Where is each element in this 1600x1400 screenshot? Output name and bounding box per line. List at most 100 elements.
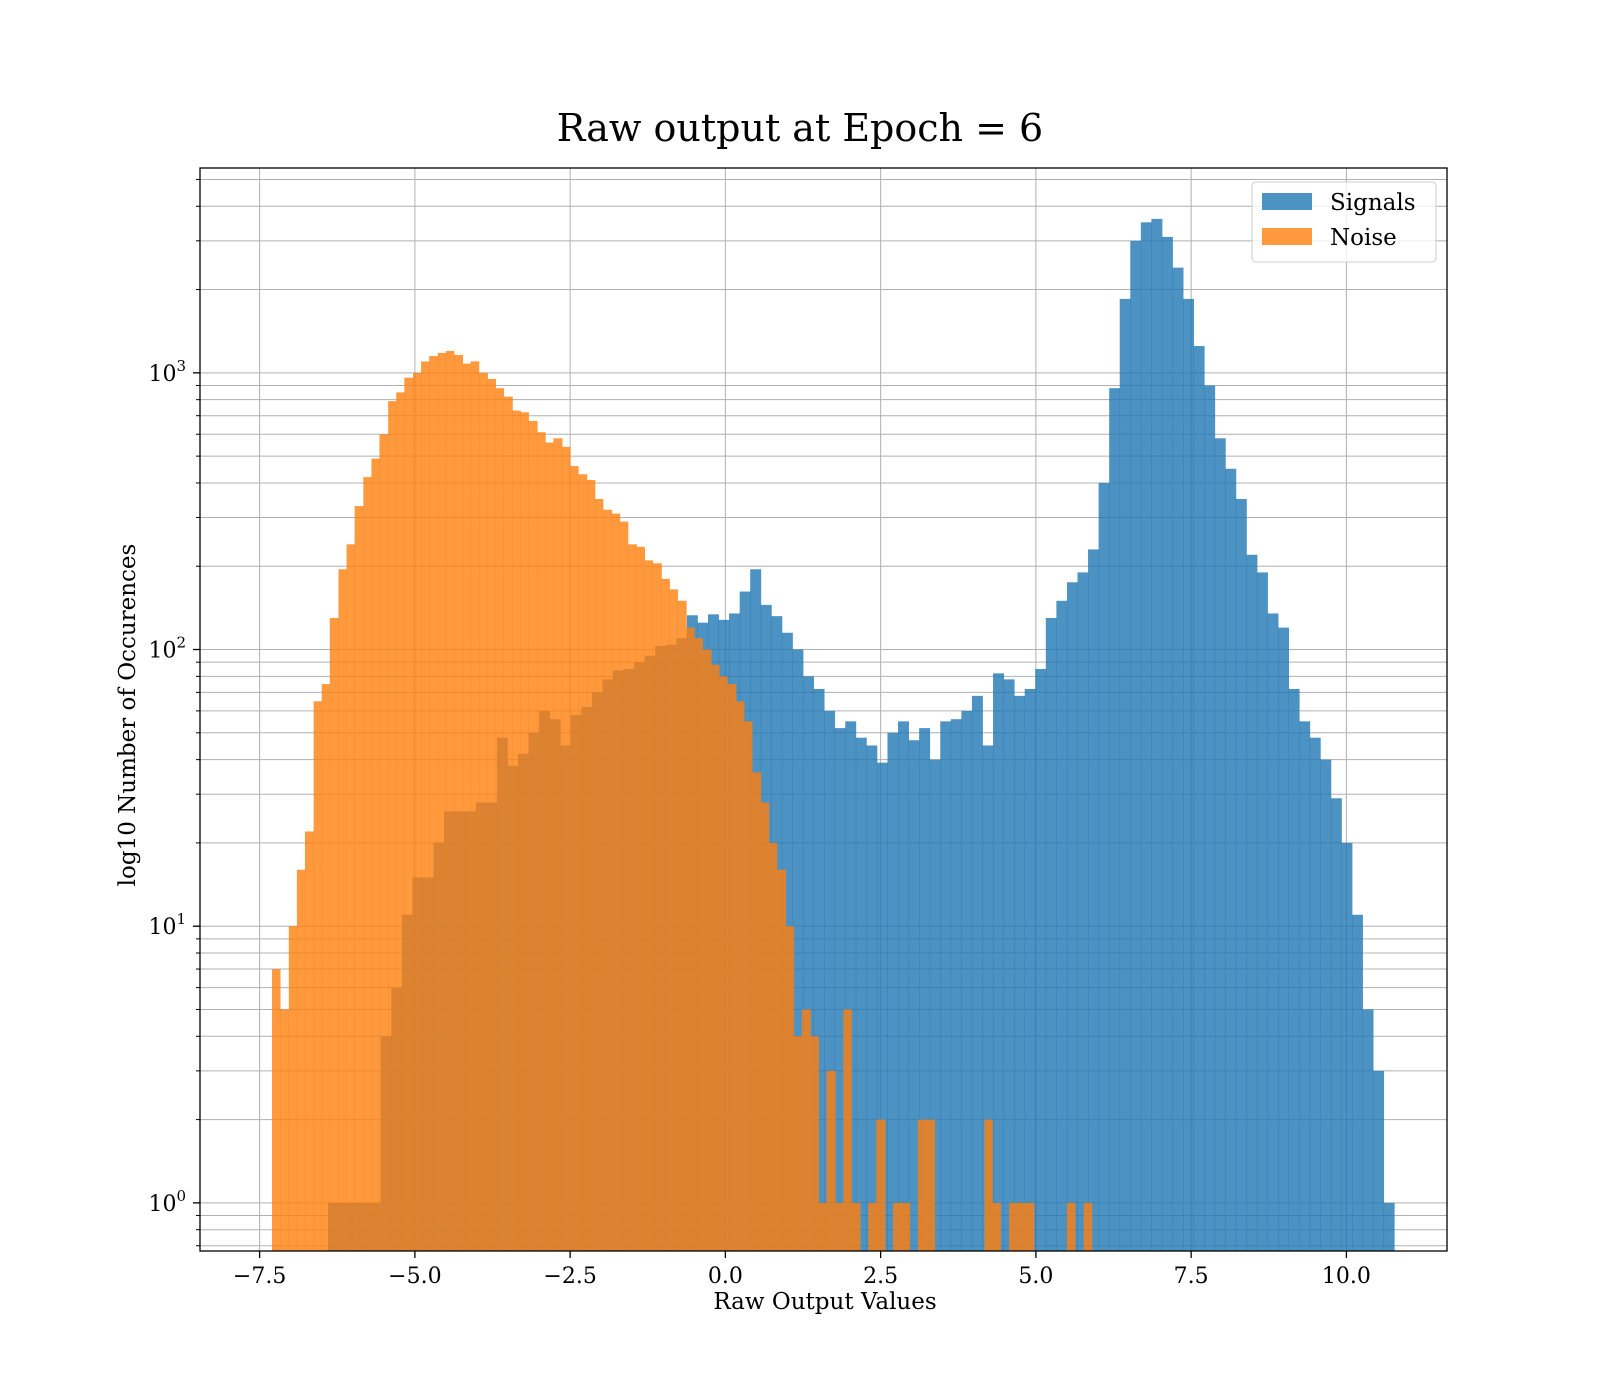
histogram-bar-noise: [901, 1202, 911, 1251]
x-tick-label: 5.0: [1018, 1264, 1053, 1289]
x-tick-label: −5.0: [388, 1264, 441, 1289]
histogram-bar-noise: [495, 388, 505, 1252]
histogram-bar-noise: [553, 438, 563, 1251]
histogram-bar-noise: [520, 412, 529, 1251]
histogram-bar-noise: [437, 352, 447, 1251]
histogram-bar-noise: [304, 831, 315, 1251]
histogram-bar-noise: [744, 721, 753, 1251]
histogram-bar-signals: [1066, 582, 1078, 1251]
histogram-bar-signals: [1035, 669, 1047, 1251]
legend-swatch-noise: [1262, 228, 1312, 245]
histogram-bar-signals: [1373, 1070, 1385, 1251]
histogram-bar-noise: [586, 479, 596, 1251]
histogram-bar-signals: [1088, 549, 1100, 1251]
histogram-bar-noise: [627, 544, 637, 1251]
histogram-bar-signals: [1140, 222, 1152, 1251]
histogram-bar-signals: [1151, 218, 1163, 1251]
x-axis-ticks: −7.5 −5.0 −2.5 0.0 2.5 5.0 7.5 10.0: [233, 1251, 1371, 1289]
histogram-bar-noise: [404, 377, 414, 1251]
histogram-bar-noise: [421, 361, 430, 1251]
histogram-bar-signals: [824, 710, 836, 1251]
histogram-bar-signals: [1383, 1202, 1395, 1251]
histogram-bar-noise: [644, 560, 654, 1251]
histogram-bar-signals: [1299, 721, 1311, 1251]
histogram-bar-signals: [1246, 554, 1258, 1251]
histogram-bar-signals: [813, 688, 825, 1251]
histogram-bar-noise: [396, 392, 405, 1251]
histogram-bar-noise: [537, 432, 546, 1252]
histogram-bar-signals: [1278, 627, 1290, 1251]
histogram-bar-noise: [478, 372, 488, 1252]
histogram-bar-signals: [929, 759, 941, 1251]
histogram-bar-noise: [776, 869, 787, 1251]
histogram-bar-signals: [887, 732, 899, 1251]
histogram-bar-signals: [1183, 298, 1195, 1251]
histogram-bar-noise: [528, 420, 538, 1251]
histogram-bar-noise: [470, 361, 480, 1251]
histogram-bar-signals: [1098, 482, 1110, 1251]
histogram-bar-noise: [379, 434, 389, 1251]
y-tick-label: 102: [148, 634, 186, 664]
histogram-bar-noise: [578, 474, 588, 1251]
histogram-bar-noise: [801, 1009, 811, 1251]
histogram-bar-noise: [661, 578, 670, 1251]
histogram-bar-signals: [1351, 914, 1363, 1251]
histogram-bar-noise: [793, 1036, 803, 1251]
histogram-bar-noise: [313, 701, 323, 1251]
histogram-bar-noise: [752, 772, 762, 1251]
histogram-bar-noise: [652, 563, 662, 1251]
histogram-bar-noise: [487, 379, 497, 1251]
histogram-bar-noise: [272, 969, 281, 1251]
histogram-bar-noise: [984, 1119, 993, 1251]
histogram-bar-noise: [329, 617, 339, 1251]
histogram-bar-signals: [1056, 600, 1068, 1251]
histogram-bar-signals: [908, 740, 920, 1251]
histogram-bar-signals: [940, 721, 952, 1251]
histogram-bar-noise: [826, 1070, 836, 1251]
histogram-bar-noise: [1009, 1202, 1018, 1251]
histogram-bar-noise: [677, 600, 687, 1251]
histogram-bar-noise: [686, 627, 695, 1251]
histogram-bar-noise: [445, 350, 455, 1251]
histogram-bar-noise: [711, 664, 720, 1251]
histogram-bar-signals: [1330, 798, 1342, 1251]
histogram-bar-noise: [545, 442, 554, 1252]
histogram-bar-noise: [1083, 1202, 1093, 1251]
histogram-bar-noise: [727, 684, 737, 1251]
histogram-bar-noise: [917, 1119, 927, 1251]
histogram-bar-noise: [462, 363, 472, 1251]
histogram-bar-signals: [855, 737, 867, 1251]
histogram-bar-noise: [512, 410, 521, 1252]
histogram-bar-signals: [1362, 1009, 1374, 1251]
x-tick-label: 2.5: [863, 1264, 898, 1289]
x-tick-label: 10.0: [1322, 1264, 1371, 1289]
y-tick-label: 100: [148, 1187, 186, 1217]
histogram-bar-noise: [429, 356, 439, 1251]
histogram-bar-signals: [1288, 688, 1300, 1251]
histogram-bar-signals: [1130, 240, 1142, 1251]
histogram-bar-signals: [898, 721, 909, 1251]
histogram-bar-noise: [735, 701, 745, 1251]
histogram-bar-noise: [719, 676, 728, 1251]
histogram-bar-signals: [1119, 298, 1131, 1251]
histogram-bar-signals: [993, 673, 1004, 1251]
histogram-bar-signals: [1003, 679, 1015, 1251]
histogram-bar-signals: [982, 745, 994, 1251]
histogram-bar-noise: [925, 1119, 936, 1251]
histogram-bar-noise: [363, 477, 372, 1252]
histogram-bar-noise: [338, 569, 347, 1251]
histogram-bar-noise: [321, 684, 331, 1251]
histogram-bar-signals: [1225, 468, 1237, 1251]
histogram-bar-noise: [570, 466, 579, 1252]
histogram-bar-noise: [1025, 1202, 1035, 1251]
histogram-bar-signals: [1341, 842, 1353, 1251]
histogram-bar-signals: [1320, 759, 1332, 1251]
histogram-bar-signals: [1193, 346, 1205, 1251]
histogram-bar-noise: [669, 589, 678, 1251]
histogram-bar-signals: [1309, 737, 1321, 1251]
histogram-bar-noise: [603, 509, 613, 1251]
histogram-bar-noise: [354, 506, 364, 1251]
histogram-bar-noise: [453, 355, 464, 1251]
histogram-bar-signals: [1204, 385, 1216, 1251]
histogram-bar-noise: [280, 1009, 290, 1251]
